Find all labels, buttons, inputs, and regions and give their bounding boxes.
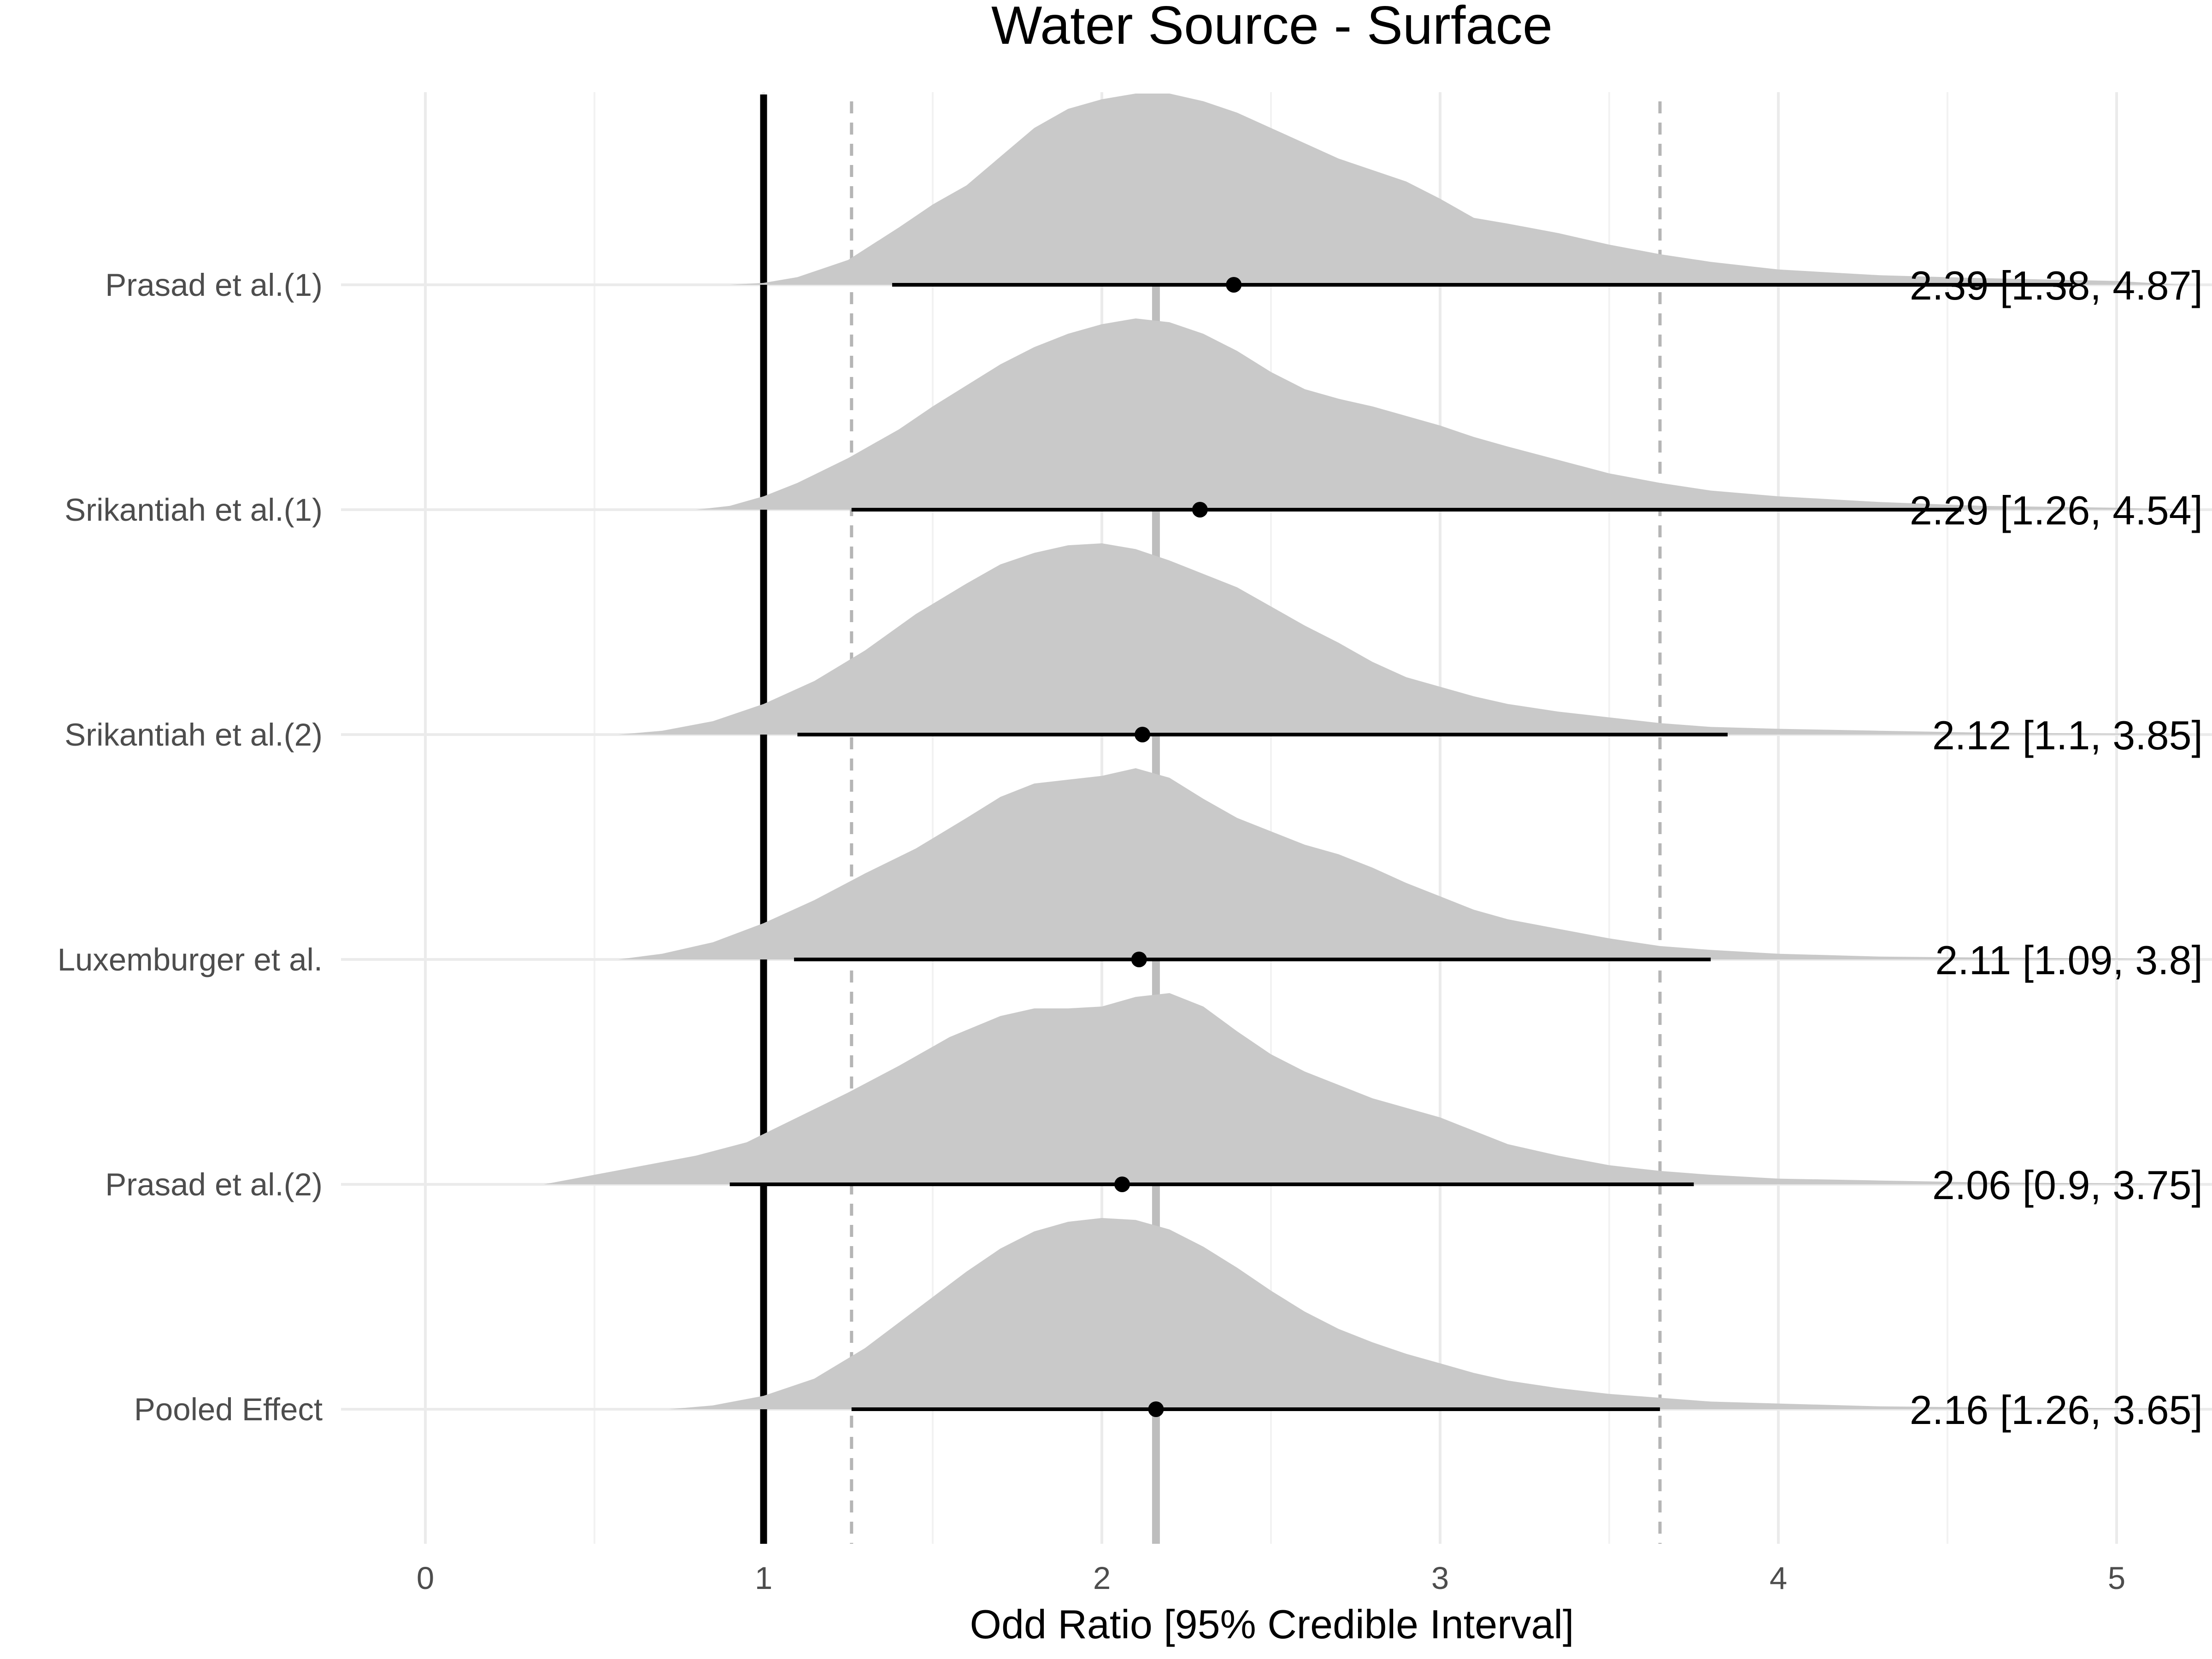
point-estimate [1148,1401,1164,1417]
chart-title: Water Source - Surface [991,0,1553,55]
point-estimate [1192,502,1208,518]
x-axis-title: Odd Ratio [95% Credible Interval] [970,1601,1574,1647]
study-label: Srikantiah et al.(2) [65,717,323,753]
study-label: Prasad et al.(1) [105,267,323,303]
x-tick-label: 2 [1093,1560,1111,1596]
point-estimate [1226,277,1242,293]
study-row: Prasad et al.(1) 2.39 [1.38, 4.87] [105,94,2203,308]
x-tick-label: 4 [1770,1560,1787,1596]
estimate-label: 2.39 [1.38, 4.87] [1910,263,2203,308]
posterior-density [696,318,2184,510]
x-tick-label: 0 [417,1560,434,1596]
study-row: Luxemburger et al. 2.11 [1.09, 3.8] [58,768,2203,983]
x-tick-label: 3 [1431,1560,1449,1596]
estimate-label: 2.16 [1.26, 3.65] [1910,1387,2203,1433]
estimate-label: 2.06 [0.9, 3.75] [1932,1162,2203,1208]
point-estimate [1135,727,1151,742]
posterior-density [669,1218,2184,1409]
study-row: Srikantiah et al.(2) 2.12 [1.1, 3.85] [65,543,2203,758]
study-label: Prasad et al.(2) [105,1167,323,1202]
study-row: Srikantiah et al.(1) 2.29 [1.26, 4.54] [65,318,2203,533]
estimate-label: 2.29 [1.26, 4.54] [1910,488,2203,533]
study-row: Pooled Effect 2.16 [1.26, 3.65] [134,1218,2203,1433]
posterior-density [543,993,2184,1184]
x-tick-label: 5 [2108,1560,2125,1596]
study-label: Luxemburger et al. [58,942,323,977]
x-tick-label: 1 [755,1560,772,1596]
posterior-density [729,94,2184,285]
point-estimate [1114,1177,1130,1192]
study-rows: Prasad et al.(1) 2.39 [1.38, 4.87] Srikant… [58,94,2203,1433]
study-label: Srikantiah et al.(1) [65,492,323,528]
x-axis-ticks: 0 1 2 3 4 5 [417,1560,2125,1596]
estimate-label: 2.12 [1.1, 3.85] [1932,712,2203,758]
posterior-density [618,768,2184,959]
study-label: Pooled Effect [134,1392,323,1427]
point-estimate [1131,952,1147,967]
estimate-label: 2.11 [1.09, 3.8] [1935,937,2203,983]
posterior-density [618,543,2184,735]
study-row: Prasad et al.(2) 2.06 [0.9, 3.75] [105,993,2203,1208]
